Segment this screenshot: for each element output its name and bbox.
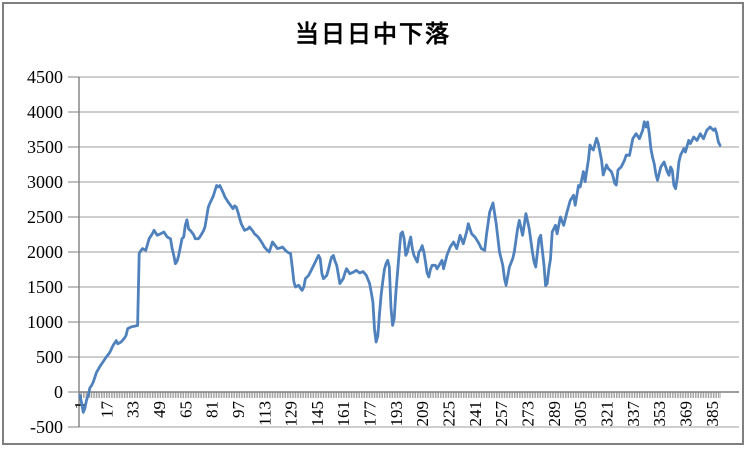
x-tick-label: 321 (597, 401, 616, 427)
x-tick-label: 289 (545, 401, 564, 427)
chart-frame: 当日日中下落 -500 0 500 1000 1500 2000 2500 3000 3500 4… (2, 2, 744, 445)
y-tick-label: 3000 (27, 172, 63, 192)
x-tick-label: 241 (466, 401, 485, 427)
y-tick-label: 4500 (27, 67, 63, 87)
x-tick-label: 81 (203, 401, 222, 418)
x-tick-label: 129 (282, 401, 301, 427)
y-tick-label: 3500 (27, 137, 63, 157)
x-tick-label: 161 (334, 401, 353, 427)
x-tick-label: 49 (150, 401, 169, 418)
chart-title: 当日日中下落 (295, 22, 451, 48)
x-tick-label: 209 (413, 401, 432, 427)
y-tick-label: 2000 (27, 242, 63, 262)
y-tick-label: 1000 (27, 312, 63, 332)
x-tick-label: 385 (703, 401, 722, 427)
x-tick-label: 273 (519, 401, 538, 427)
y-tick-label: 2500 (27, 207, 63, 227)
x-tick-label: 145 (308, 401, 327, 427)
y-tick-label: -500 (30, 417, 63, 437)
x-tick-label: 97 (229, 401, 248, 419)
x-tick-label: 225 (440, 401, 459, 427)
x-tick-label: 353 (650, 401, 669, 427)
y-tick-label: 500 (36, 347, 63, 367)
y-tick-label: 0 (54, 382, 63, 402)
x-tick-label: 337 (624, 401, 643, 427)
x-tick-label: 33 (124, 401, 143, 418)
x-tick-label: 257 (492, 401, 511, 427)
x-tick-label: 65 (176, 401, 195, 418)
x-tick-label: 305 (571, 401, 590, 427)
x-tick-label: 193 (387, 401, 406, 427)
y-tick-label: 4000 (27, 102, 63, 122)
series-line (78, 120, 722, 414)
x-tick-label: 1 (71, 401, 90, 410)
x-tick-label: 17 (97, 401, 116, 419)
y-tick-label: 1500 (27, 277, 63, 297)
plot-area: -500 0 500 1000 1500 2000 2500 3000 3500 4000 4500… (27, 67, 739, 437)
x-tick-label: 177 (361, 401, 380, 427)
x-tick-label: 113 (255, 401, 274, 426)
x-tick-label: 369 (676, 401, 695, 427)
